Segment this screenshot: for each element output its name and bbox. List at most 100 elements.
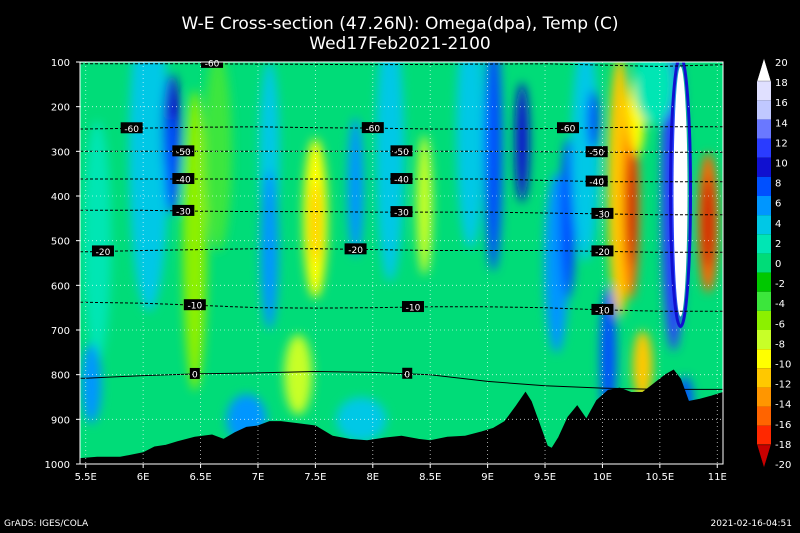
- contour-label-top-text: -60: [205, 59, 220, 69]
- colorbar-label: -20: [775, 460, 791, 471]
- y-tick-label: 800: [51, 371, 70, 382]
- contour-label-0-2-text: -60: [561, 125, 576, 135]
- contour-label-5-2: -10: [591, 303, 614, 316]
- contour-label-1-2: -50: [585, 146, 608, 159]
- colorbar-label: 2: [775, 239, 781, 250]
- contour-label-2-1: -40: [390, 173, 413, 186]
- contour-label-6-0: 0: [189, 367, 200, 380]
- colorbar-swatch: [757, 119, 771, 139]
- contour-label-2-0: -40: [172, 173, 195, 186]
- colorbar-swatch: [757, 176, 771, 196]
- colorbar-swatch: [757, 81, 771, 101]
- omega-cell: [632, 330, 653, 401]
- y-tick-label: 900: [51, 415, 70, 426]
- omega-cell: [484, 62, 503, 272]
- colorbar-label: 6: [775, 199, 781, 210]
- colorbar-label: -4: [775, 299, 785, 310]
- x-tick-label: 9.5E: [534, 472, 556, 483]
- y-tick-label: 1000: [45, 460, 70, 471]
- contour-label-5-0: -10: [183, 299, 206, 312]
- colorbar-label: 10: [775, 159, 788, 170]
- colorbar-swatch: [757, 406, 771, 426]
- y-tick-label: 700: [51, 326, 70, 337]
- footer-left: GrADS: IGES/COLA: [4, 519, 89, 529]
- colorbar-cap-bottom: [756, 444, 772, 469]
- omega-cell: [203, 62, 232, 252]
- contour-label-5-2-text: -10: [595, 306, 610, 316]
- colorbar-swatch: [757, 196, 771, 216]
- omega-cell: [182, 90, 207, 391]
- x-tick-label: 9E: [481, 472, 494, 483]
- colorbar-swatch: [757, 100, 771, 120]
- colorbar-swatch: [757, 349, 771, 369]
- contour-label-3-1-text: -30: [394, 209, 409, 219]
- chart-title: W-E Cross-section (47.26N): Omega(dpa), …: [181, 14, 619, 34]
- colorbar-label: 16: [775, 98, 788, 109]
- x-tick-label: 10.5E: [646, 472, 675, 483]
- contour-label-2-2: -40: [585, 175, 608, 188]
- omega-cell: [634, 62, 675, 125]
- colorbar-label: -14: [775, 400, 791, 411]
- omega-cell: [284, 334, 313, 415]
- colorbar-cap-top: [756, 57, 772, 82]
- omega-cell: [81, 343, 102, 424]
- colorbar: 20181614121086420-2-4-6-8-10-12-14-16-18…: [756, 57, 791, 471]
- x-tick-label: 8E: [366, 472, 379, 483]
- colorbar-label: -12: [775, 380, 791, 391]
- x-tick-label: 10E: [593, 472, 612, 483]
- colorbar-swatch: [757, 368, 771, 388]
- y-tick-label: 300: [51, 147, 70, 158]
- contour-label-4-0: -20: [91, 245, 114, 258]
- omega-cell: [587, 90, 600, 151]
- contour-label-2-1-text: -40: [394, 176, 409, 186]
- y-tick-label: 500: [51, 237, 70, 248]
- colorbar-label: 12: [775, 138, 788, 149]
- contour-label-3-0-text: -30: [176, 207, 191, 217]
- contour-label-4-2-text: -20: [595, 248, 610, 258]
- colorbar-label: 8: [775, 179, 781, 190]
- colorbar-swatch: [757, 215, 771, 235]
- contour-label-2-2-text: -40: [589, 178, 604, 188]
- contour-label-top: -60: [201, 56, 224, 69]
- footer-right: 2021-02-16-04:51: [710, 519, 793, 529]
- omega-cell: [128, 62, 169, 312]
- colorbar-label: 4: [775, 219, 781, 230]
- omega-cell: [456, 62, 485, 249]
- x-tick-label: 8.5E: [419, 472, 441, 483]
- colorbar-label: -16: [775, 420, 791, 431]
- contour-label-5-1: -10: [401, 301, 424, 314]
- terrain: [80, 369, 723, 464]
- omega-cell: [673, 66, 688, 317]
- colorbar-swatch: [757, 272, 771, 292]
- colorbar-label: -8: [775, 339, 785, 350]
- colorbar-label: 18: [775, 78, 788, 89]
- contour-label-3-0: -30: [172, 204, 195, 217]
- x-tick-label: 5.5E: [75, 472, 97, 483]
- omega-cell: [376, 62, 405, 282]
- colorbar-label: -2: [775, 279, 785, 290]
- contour-label-4-2: -20: [591, 245, 614, 258]
- colorbar-swatch: [757, 291, 771, 311]
- colorbar-swatch: [757, 330, 771, 350]
- contour-label-6-1-text: 0: [404, 370, 410, 380]
- colorbar-swatch: [757, 310, 771, 330]
- x-tick-label: 7.5E: [304, 472, 326, 483]
- colorbar-swatch: [757, 387, 771, 407]
- omega-cell: [83, 120, 112, 361]
- contour-label-2-0-text: -40: [176, 176, 191, 186]
- colorbar-label: -10: [775, 360, 791, 371]
- contour-label-1-1: -50: [390, 145, 413, 158]
- axes: 5.5E 6E 6.5E 7E 7.5E 8E 8.5E 9E 9.5E 10E 10.5E 11E 1…: [45, 58, 727, 483]
- omega-cell: [260, 169, 279, 330]
- omega-cell: [627, 154, 636, 265]
- colorbar-label: 20: [775, 58, 788, 69]
- colorbar-swatch: [757, 157, 771, 177]
- x-tick-label: 6E: [137, 472, 150, 483]
- contour-label-1-0: -50: [172, 145, 195, 158]
- omega-cell: [347, 117, 364, 258]
- contour-line-top: [80, 63, 723, 67]
- contour-label-5-1-text: -10: [406, 304, 421, 314]
- contour-label-3-1: -30: [390, 206, 413, 219]
- contour-label-3-2-text: -30: [595, 210, 610, 220]
